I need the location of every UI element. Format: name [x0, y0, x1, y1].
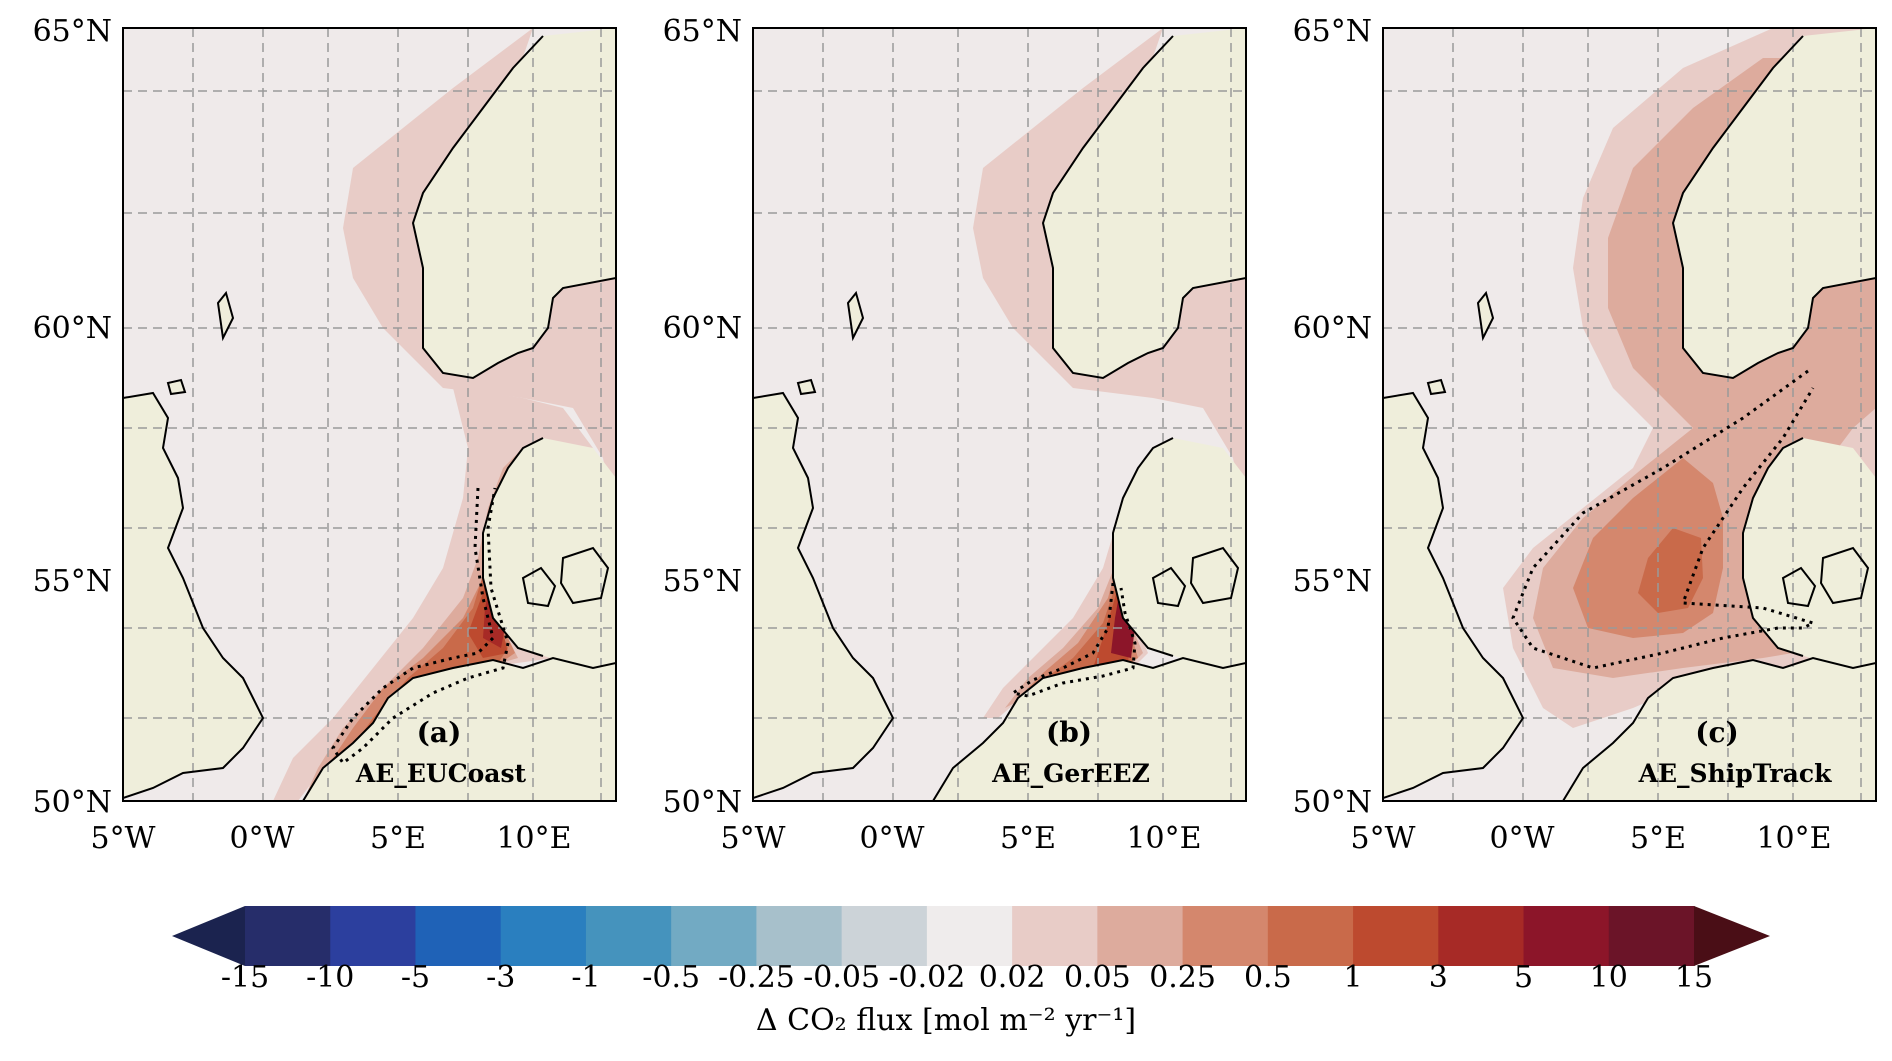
lat-label: 50°N — [1293, 785, 1372, 820]
lon-label: 5°E — [1630, 821, 1686, 856]
lat-label: 65°N — [1293, 14, 1372, 49]
panel-tag: (c) — [1695, 716, 1739, 749]
lon-label: 0°W — [860, 821, 925, 856]
lat-label: 60°N — [663, 311, 742, 346]
colorbar-tick-label: -1 — [571, 960, 600, 995]
lon-label: 10°E — [1126, 821, 1201, 856]
colorbar-tick-label: 10 — [1590, 960, 1628, 995]
lat-label: 65°N — [33, 14, 112, 49]
colorbar-segment — [1523, 906, 1610, 966]
colorbar-segment — [1267, 906, 1354, 966]
longitude-labels: 5°W 0°W 5°E 10°E 5°W 0°W 5°E 10°E 5°W 0°… — [91, 821, 1832, 856]
colorbar: -15 -10 -5 -3 -1 -0.5 -0.25 -0.05 -0.02 0.02 0.05 0… — [172, 906, 1770, 1038]
region-boundary-dotted — [1009, 582, 1137, 698]
colorbar-segment — [330, 906, 417, 966]
colorbar-segment — [415, 906, 502, 966]
lon-label: 0°W — [230, 821, 295, 856]
colorbar-segment — [1012, 906, 1098, 966]
colorbar-tick-label: -0.5 — [642, 960, 700, 995]
panel-tag: (b) — [1046, 716, 1092, 749]
colorbar-segment — [841, 906, 928, 966]
latitude-labels: 65°N 60°N 55°N 50°N 65°N 60°N 55°N 50°N … — [33, 14, 1372, 820]
colorbar-tick-label: 15 — [1675, 960, 1713, 995]
colorbar-segment — [585, 906, 672, 966]
colorbar-segment — [1353, 906, 1439, 966]
flux-band-inner — [1638, 528, 1703, 613]
colorbar-tick-label: 1 — [1344, 960, 1363, 995]
colorbar-segments — [245, 906, 1695, 966]
lon-label: 5°W — [721, 821, 786, 856]
lat-label: 65°N — [663, 14, 742, 49]
map-frame — [752, 27, 1247, 802]
region-boundary-dotted — [1511, 369, 1818, 670]
panel-b: (b) AE_GerEEZ — [752, 27, 1247, 802]
colorbar-over-arrow — [1694, 906, 1770, 966]
map-frame — [1382, 27, 1877, 802]
colorbar-tick-label: 0.05 — [1064, 960, 1131, 995]
lon-label: 10°E — [496, 821, 571, 856]
lon-label: 0°W — [1490, 821, 1555, 856]
colorbar-tick-label: 5 — [1514, 960, 1533, 995]
colorbar-tick-label: -15 — [221, 960, 269, 995]
colorbar-segment — [1438, 906, 1525, 966]
colorbar-tick-label: 0.02 — [979, 960, 1046, 995]
panel-tag: (a) — [417, 716, 462, 749]
colorbar-segment — [756, 906, 843, 966]
colorbar-tick-label: 3 — [1429, 960, 1448, 995]
colorbar-segment — [500, 906, 587, 966]
colorbar-tick-label: -0.05 — [803, 960, 880, 995]
lat-label: 50°N — [663, 785, 742, 820]
colorbar-segment — [671, 906, 758, 966]
colorbar-tick-labels: -15 -10 -5 -3 -1 -0.5 -0.25 -0.05 -0.02 0.02 0.05 0… — [221, 960, 1713, 995]
colorbar-tick-label: -5 — [401, 960, 430, 995]
colorbar-segment — [1608, 906, 1695, 966]
colorbar-under-arrow — [172, 906, 245, 966]
flux-band-0-02 — [973, 28, 1246, 528]
colorbar-segment — [1097, 906, 1184, 966]
lon-label: 5°W — [1351, 821, 1416, 856]
lon-label: 5°E — [370, 821, 426, 856]
colorbar-tick-label: -3 — [486, 960, 515, 995]
lat-label: 55°N — [663, 564, 742, 599]
panel-experiment-name: AE_EUCoast — [355, 759, 527, 788]
panel-c: (c) AE_ShipTrack — [1382, 27, 1877, 802]
colorbar-segment — [245, 906, 331, 966]
lat-label: 55°N — [1293, 564, 1372, 599]
lon-label: 5°E — [1000, 821, 1056, 856]
colorbar-segment — [926, 906, 1013, 966]
colorbar-tick-label: 0.5 — [1244, 960, 1292, 995]
colorbar-segment — [1182, 906, 1269, 966]
colorbar-tick-label: 0.25 — [1149, 960, 1216, 995]
lat-label: 50°N — [33, 785, 112, 820]
lat-label: 60°N — [1293, 311, 1372, 346]
map-frame — [122, 27, 617, 802]
lon-label: 10°E — [1756, 821, 1831, 856]
colorbar-tick-label: -10 — [306, 960, 354, 995]
panel-experiment-name: AE_GerEEZ — [991, 759, 1150, 788]
panel-a: (a) AE_EUCoast — [122, 27, 617, 802]
colorbar-label: Δ CO₂ flux [mol m⁻² yr⁻¹] — [756, 1003, 1136, 1038]
lat-label: 55°N — [33, 564, 112, 599]
panel-experiment-name: AE_ShipTrack — [1638, 759, 1833, 788]
colorbar-tick-label: -0.25 — [718, 960, 795, 995]
flux-band-0-02 — [343, 28, 616, 528]
flux-band-coast-6 — [1111, 583, 1135, 658]
lon-label: 5°W — [91, 821, 156, 856]
colorbar-tick-label: -0.02 — [888, 960, 965, 995]
lat-label: 60°N — [33, 311, 112, 346]
